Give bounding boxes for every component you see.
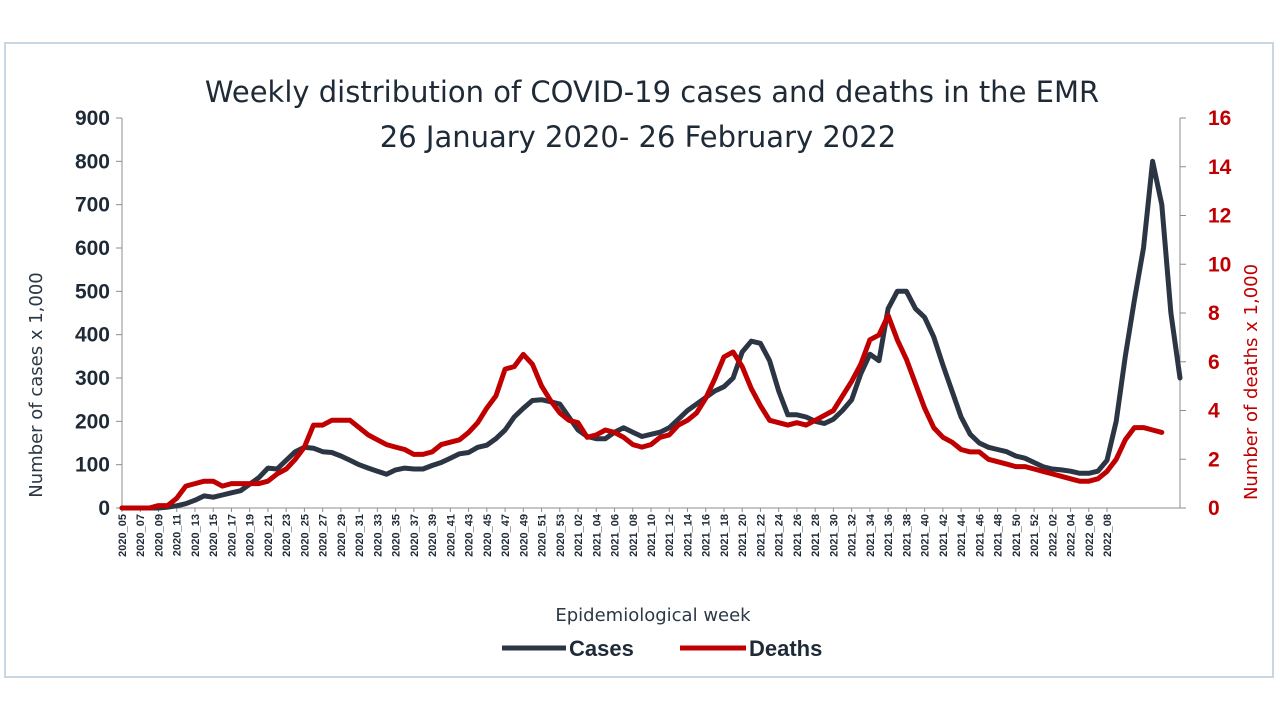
y-tick-label: 400 — [75, 324, 110, 347]
x-tick-label: 2020_11 — [172, 514, 184, 556]
x-tick-label: 2020_15 — [208, 514, 220, 557]
x-tick-label: 2022_06 — [1084, 514, 1096, 557]
x-tick-label: 2020_05 — [117, 514, 129, 557]
x-tick-label: 2021_14 — [682, 513, 694, 557]
x-tick-label: 2021_28 — [810, 514, 822, 557]
x-tick-label: 2021_06 — [610, 514, 622, 557]
x-tick-label: 2020_29 — [336, 514, 348, 557]
legend-cases-label: Cases — [569, 636, 634, 661]
x-tick-label: 2021_36 — [883, 514, 895, 557]
x-tick-label: 2022_04 — [1066, 513, 1078, 557]
y-tick-label: 100 — [75, 454, 110, 477]
series-line-deaths — [119, 312, 1165, 511]
x-tick-label: 2021_46 — [974, 514, 986, 557]
x-tick-label: 2021_02 — [573, 514, 585, 557]
y2-tick-label: 8 — [1208, 302, 1220, 325]
x-tick-label: 2021_20 — [737, 514, 749, 557]
x-tick-label: 2020_37 — [409, 514, 421, 557]
y-tick-label: 600 — [75, 237, 110, 260]
x-tick-label: 2020_53 — [555, 514, 567, 557]
x-tick-label: 2021_40 — [920, 514, 932, 557]
x-tick-label: 2021_10 — [646, 514, 658, 557]
x-tick-label: 2020_25 — [299, 514, 311, 557]
x-tick-label: 2021_44 — [956, 513, 968, 557]
y-axis-label: Number of cases x 1,000 — [26, 272, 47, 497]
x-tick-label: 2020_23 — [281, 514, 293, 557]
x-tick-label: 2021_30 — [828, 514, 840, 557]
x-tick-label: 2021_52 — [1029, 514, 1041, 557]
x-tick-label: 2020_43 — [464, 514, 476, 557]
y-tick-label: 700 — [75, 194, 110, 217]
x-tick-label: 2020_09 — [153, 514, 165, 557]
y2-tick-label: 16 — [1208, 107, 1231, 130]
x-tick-label: 2022_02 — [1047, 514, 1059, 557]
x-tick-label: 2020_27 — [318, 514, 330, 557]
x-tick-label: 2020_13 — [190, 514, 202, 557]
x-tick-label: 2021_38 — [901, 514, 913, 557]
y-tick-label: 0 — [98, 497, 110, 520]
x-tick-label: 2020_31 — [354, 514, 366, 557]
x-tick-label: 2020_41 — [445, 514, 457, 557]
x-tick-label: 2020_47 — [500, 514, 512, 557]
y2-tick-label: 2 — [1208, 448, 1220, 471]
x-tick-label: 2020_21 — [263, 514, 275, 557]
x-tick-label: 2022_08 — [1102, 514, 1114, 557]
plot-area: 0 100 200 300 400 500 600 700 800 900 0 2 4 6 8 10 12 14 1… — [75, 107, 1232, 557]
x-tick-label: 2021_16 — [701, 514, 713, 557]
x-tick-label: 2021_50 — [1011, 514, 1023, 557]
x-tick-label: 2021_18 — [719, 514, 731, 557]
x-tick-label: 2020_35 — [391, 514, 403, 557]
y-tick-label: 200 — [75, 410, 110, 433]
x-tick-label: 2020_19 — [245, 514, 257, 557]
chart-subtitle: 26 January 2020- 26 February 2022 — [380, 120, 896, 154]
y2-tick-label: 14 — [1208, 156, 1232, 179]
x-tick-label: 2020_49 — [518, 514, 530, 557]
chart-frame: Weekly distribution of COVID-19 cases an… — [4, 42, 1274, 678]
x-tick-label: 2020_45 — [482, 514, 494, 557]
x-tick-label: 2021_32 — [847, 514, 859, 557]
legend-deaths-label: Deaths — [749, 636, 822, 661]
y2-tick-label: 12 — [1208, 205, 1231, 228]
x-tick-label: 2021_48 — [993, 514, 1005, 557]
x-tick-label: 2021_12 — [664, 514, 676, 557]
legend: Cases Deaths — [502, 636, 822, 661]
y2-tick-label: 4 — [1208, 400, 1220, 423]
x-tick-label: 2021_04 — [591, 513, 603, 557]
x-tick-label: 2021_22 — [755, 514, 767, 557]
x-axis-label: Epidemiological week — [555, 605, 751, 626]
x-tick-label: 2020_17 — [226, 514, 238, 557]
y2-tick-label: 0 — [1208, 497, 1220, 520]
y2-tick-label: 10 — [1208, 253, 1231, 276]
y-tick-label: 800 — [75, 150, 110, 173]
x-tick-label: 2020_51 — [537, 514, 549, 557]
y-tick-label: 900 — [75, 107, 110, 130]
y2-tick-label: 6 — [1208, 351, 1220, 374]
x-tick-label: 2021_24 — [774, 513, 786, 557]
chart: Weekly distribution of COVID-19 cases an… — [26, 75, 1262, 661]
y-tick-label: 500 — [75, 280, 110, 303]
y-tick-label: 300 — [75, 367, 110, 390]
chart-title: Weekly distribution of COVID-19 cases an… — [205, 75, 1099, 109]
x-tick-label: 2020_07 — [135, 514, 147, 557]
x-tick-label: 2021_42 — [938, 514, 950, 557]
series-line-cases — [119, 158, 1183, 511]
x-tick-label: 2021_34 — [865, 513, 877, 557]
y2-axis-label: Number of deaths x 1,000 — [1241, 264, 1262, 500]
x-tick-label: 2021_08 — [628, 514, 640, 557]
x-tick-label: 2020_39 — [427, 514, 439, 557]
x-tick-label: 2021_26 — [792, 514, 804, 557]
x-tick-label: 2020_33 — [372, 514, 384, 557]
